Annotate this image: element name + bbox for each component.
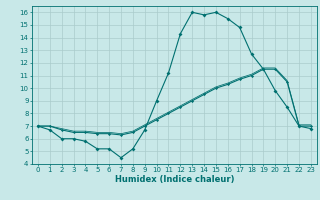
X-axis label: Humidex (Indice chaleur): Humidex (Indice chaleur) — [115, 175, 234, 184]
